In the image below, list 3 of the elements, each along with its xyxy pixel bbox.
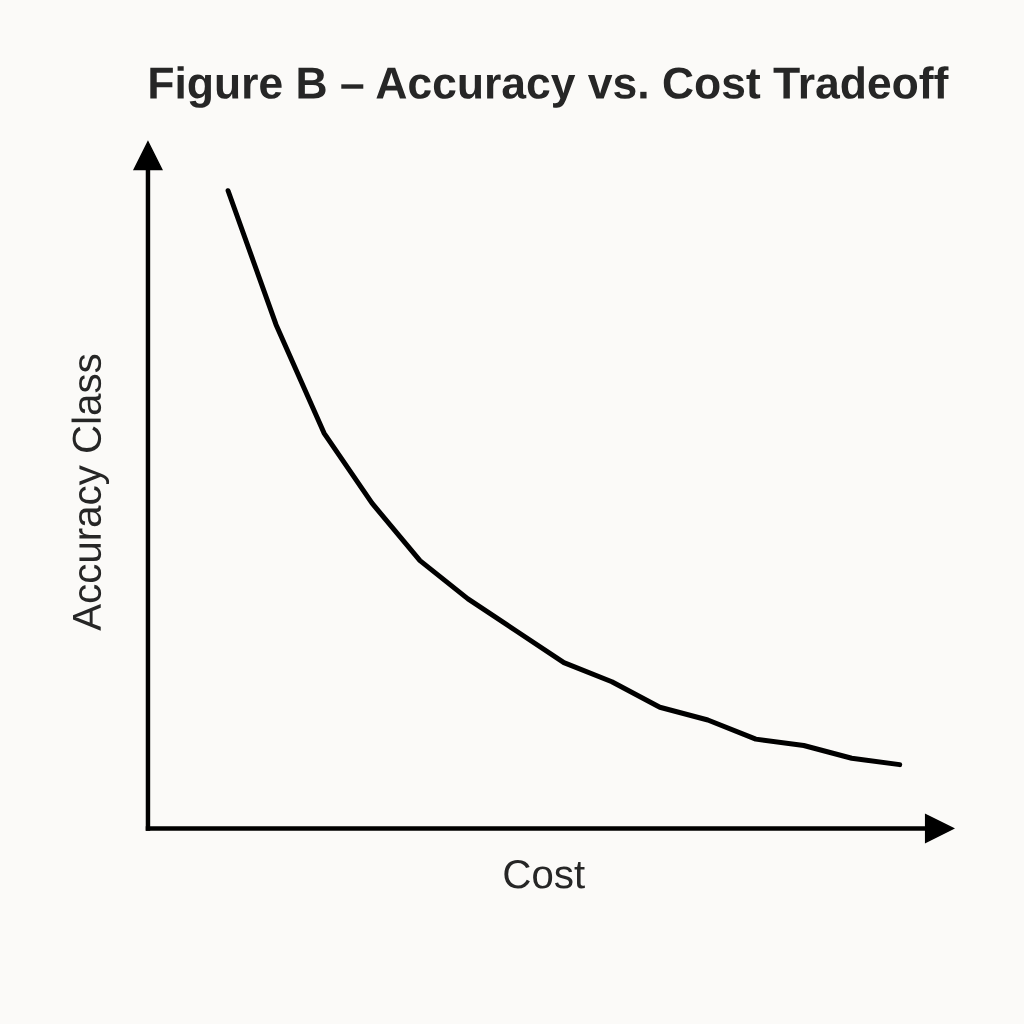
y-axis-title: Accuracy Class bbox=[71, 354, 110, 631]
x-axis-title: Cost bbox=[504, 860, 585, 889]
chart-title: Figure B – Accuracy vs. Cost Tradeoff bbox=[150, 66, 949, 108]
